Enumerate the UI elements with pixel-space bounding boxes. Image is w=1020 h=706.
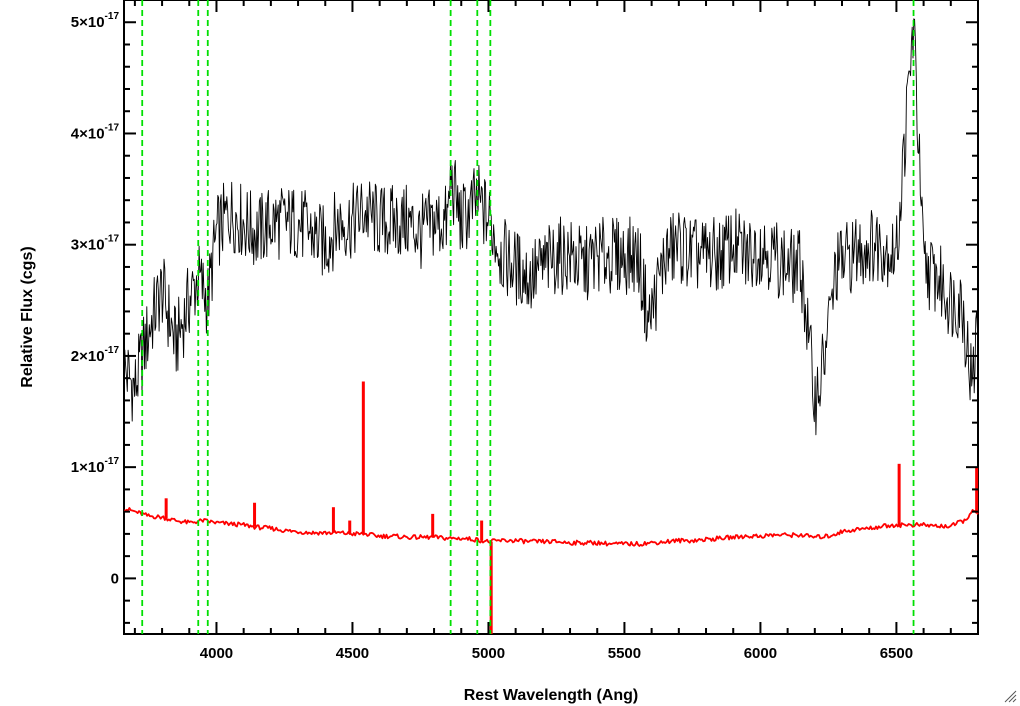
x-axis-title: Rest Wavelength (Ang): [464, 687, 639, 704]
plot-area: [123, 0, 979, 635]
y-tick-mantissa: 4×10: [71, 125, 105, 142]
x-tick-label: 6500: [880, 645, 913, 662]
y-tick-exponent: -17: [105, 345, 120, 356]
y-tick-mantissa: 0: [111, 570, 119, 587]
tick-labels: 4000 4500 5000 5500 6000 650001×10-172×10-173…: [71, 11, 913, 662]
y-tick-label: 3×10-17: [71, 234, 120, 254]
x-tick-label: 5000: [472, 645, 505, 662]
y-tick-label: 4×10-17: [71, 122, 120, 142]
resize-grip-icon[interactable]: [1003, 689, 1017, 703]
plot-frame: [123, 0, 979, 635]
y-tick-label: 1×10-17: [71, 456, 120, 476]
x-tick-label: 4500: [336, 645, 369, 662]
y-tick-mantissa: 1×10: [71, 459, 105, 476]
x-tick-label: 4000: [200, 645, 233, 662]
y-tick-mantissa: 3×10: [71, 237, 105, 254]
y-tick-exponent: -17: [105, 234, 120, 245]
y-tick-label: 0: [111, 570, 119, 587]
y-tick-label: 2×10-17: [71, 345, 120, 365]
ticks-layer: [124, 0, 979, 634]
y-tick-exponent: -17: [105, 456, 120, 467]
y-tick-mantissa: 2×10: [71, 348, 105, 365]
series-line-1: [123, 507, 979, 547]
x-tick-label: 6000: [744, 645, 777, 662]
reference-lines: [141, 0, 915, 634]
x-tick-label: 5500: [608, 645, 641, 662]
y-tick-label: 5×10-17: [71, 11, 120, 31]
y-tick-exponent: -17: [105, 11, 120, 22]
y-tick-exponent: -17: [105, 122, 120, 133]
y-tick-mantissa: 5×10: [71, 14, 105, 31]
y-axis-title: Relative Flux (cgs): [19, 246, 36, 387]
series-line-0: [123, 18, 978, 436]
